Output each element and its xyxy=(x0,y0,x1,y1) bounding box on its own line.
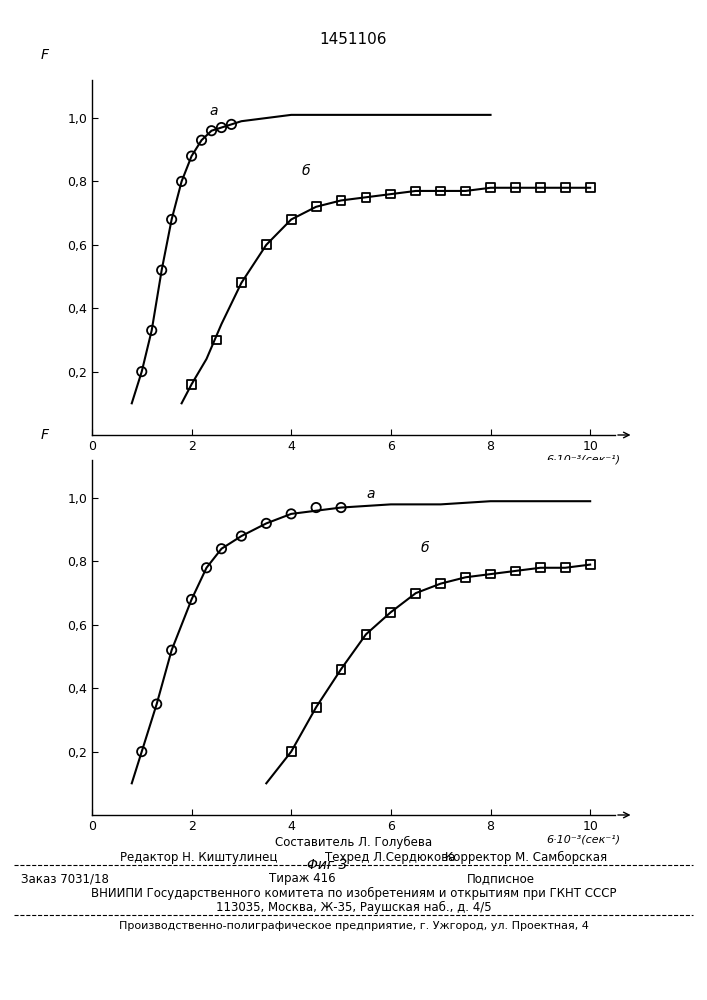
Point xyxy=(560,180,571,196)
Point xyxy=(410,585,421,601)
Text: а: а xyxy=(366,487,375,501)
Point xyxy=(186,591,197,607)
Text: б: б xyxy=(301,164,310,178)
Text: Подписное: Подписное xyxy=(467,872,534,885)
Point xyxy=(310,500,322,516)
Point xyxy=(166,211,177,227)
Text: Производственно-полиграфическое предприятие, г. Ужгород, ул. Проектная, 4: Производственно-полиграфическое предприя… xyxy=(119,921,588,931)
Point xyxy=(206,123,217,139)
Point xyxy=(310,699,322,715)
Text: 113035, Москва, Ж-35, Раушская наб., д. 4/5: 113035, Москва, Ж-35, Раушская наб., д. … xyxy=(216,901,491,914)
Point xyxy=(534,180,546,196)
Text: Заказ 7031/18: Заказ 7031/18 xyxy=(21,872,109,885)
Point xyxy=(146,322,158,338)
Point xyxy=(136,364,147,380)
Text: Редактор Н. Киштулинец: Редактор Н. Киштулинец xyxy=(120,851,278,864)
Point xyxy=(226,116,237,132)
Point xyxy=(151,696,163,712)
Point xyxy=(286,211,297,227)
Point xyxy=(211,332,222,348)
Point xyxy=(176,173,187,189)
Point xyxy=(534,560,546,576)
Point xyxy=(385,186,397,202)
Point xyxy=(335,192,346,208)
Point xyxy=(510,563,521,579)
Point xyxy=(186,148,197,164)
Point xyxy=(235,528,247,544)
Point xyxy=(310,199,322,215)
Text: F: F xyxy=(41,428,49,442)
Point xyxy=(335,500,346,516)
Point xyxy=(460,183,472,199)
Point xyxy=(235,275,247,291)
Point xyxy=(485,180,496,196)
Text: а: а xyxy=(209,104,218,118)
Point xyxy=(261,237,272,253)
Point xyxy=(286,744,297,760)
Point xyxy=(286,506,297,522)
Text: Техред Л.Сердюкова: Техред Л.Сердюкова xyxy=(325,851,455,864)
Text: 1451106: 1451106 xyxy=(320,32,387,47)
Point xyxy=(216,120,227,136)
Point xyxy=(166,642,177,658)
Text: ВНИИПИ Государственного комитета по изобретениям и открытиям при ГКНТ СССР: ВНИИПИ Государственного комитета по изоб… xyxy=(90,887,617,900)
Point xyxy=(410,183,421,199)
Point xyxy=(261,515,272,531)
Point xyxy=(201,560,212,576)
Text: F: F xyxy=(41,48,49,62)
Text: Составитель Л. Голубева: Составитель Л. Голубева xyxy=(275,836,432,849)
Point xyxy=(585,180,596,196)
Point xyxy=(585,557,596,573)
Text: 6·10⁻³(сек⁻¹): 6·10⁻³(сек⁻¹) xyxy=(547,455,620,465)
Text: 6·10⁻³(сек⁻¹): 6·10⁻³(сек⁻¹) xyxy=(547,835,620,845)
Point xyxy=(361,189,372,205)
Point xyxy=(156,262,168,278)
Text: Тираж 416: Тираж 416 xyxy=(269,872,335,885)
Point xyxy=(385,604,397,620)
Point xyxy=(136,744,147,760)
Point xyxy=(335,661,346,677)
Point xyxy=(435,576,446,592)
Point xyxy=(361,626,372,642)
Point xyxy=(510,180,521,196)
Text: Φиг 3: Φиг 3 xyxy=(307,858,348,872)
Text: Корректор М. Самборская: Корректор М. Самборская xyxy=(445,851,607,864)
Point xyxy=(186,376,197,392)
Point xyxy=(196,132,207,148)
Point xyxy=(560,560,571,576)
Point xyxy=(460,569,472,585)
Text: б: б xyxy=(421,541,429,555)
Point xyxy=(216,541,227,557)
Point xyxy=(435,183,446,199)
Text: Φиг. 2: Φиг. 2 xyxy=(305,478,350,492)
Point xyxy=(485,566,496,582)
